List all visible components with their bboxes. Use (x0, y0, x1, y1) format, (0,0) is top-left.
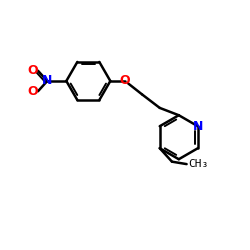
Text: O: O (27, 85, 38, 98)
Text: O: O (27, 64, 38, 77)
Text: O: O (120, 74, 130, 88)
Text: N: N (42, 74, 52, 88)
Text: N: N (193, 120, 203, 133)
Text: CH₃: CH₃ (188, 159, 208, 169)
